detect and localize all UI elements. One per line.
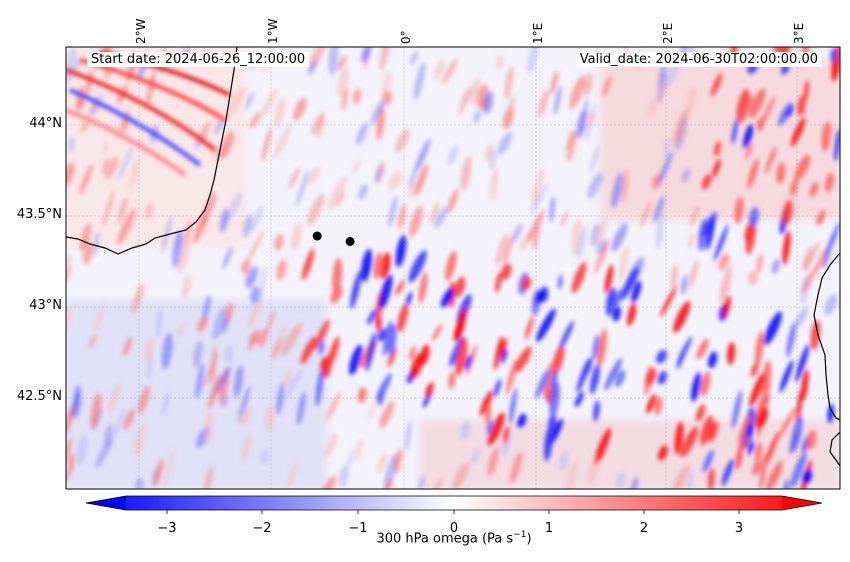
station-marker: [345, 236, 355, 246]
lat-label-43-5n: 43.5°N: [16, 207, 62, 222]
lat-label-42-5n: 42.5°N: [16, 389, 62, 404]
start-date-label: Start date: 2024-06-26_12:00:00: [87, 52, 310, 67]
omega-field: [66, 47, 840, 489]
colorbar-tick-label: −1: [348, 521, 368, 536]
station-marker: [312, 231, 322, 241]
lat-label-44n: 44°N: [29, 116, 62, 131]
coastline: [66, 47, 840, 467]
location-markers: [312, 231, 355, 246]
colorbar-label: 300 hPa omega (Pa s−1): [376, 530, 532, 547]
graticule: [66, 47, 840, 489]
valid-date-label: Valid_date: 2024-06-30T02:00:00.00: [575, 52, 822, 67]
colorbar-tick-label: −2: [252, 521, 272, 536]
lon-label-2e: 2°E: [661, 22, 675, 44]
colorbar-tick-label: 2: [639, 521, 649, 536]
lon-label-3e: 3°E: [792, 22, 806, 44]
lon-label-1w: 1°W: [266, 18, 280, 45]
lat-label-43n: 43°N: [29, 298, 62, 313]
colorbar: [85, 495, 823, 514]
colorbar-tick-label: 0: [449, 521, 459, 536]
colorbar-tick-label: 3: [734, 521, 744, 536]
lon-label-1e: 1°E: [531, 22, 545, 44]
lon-label-2w: 2°W: [134, 18, 148, 45]
map-frame: [65, 46, 841, 490]
colorbar-tick-label: 1: [544, 521, 554, 536]
colorbar-tick-label: −3: [157, 521, 177, 536]
lon-label-0: 0°: [399, 30, 413, 44]
